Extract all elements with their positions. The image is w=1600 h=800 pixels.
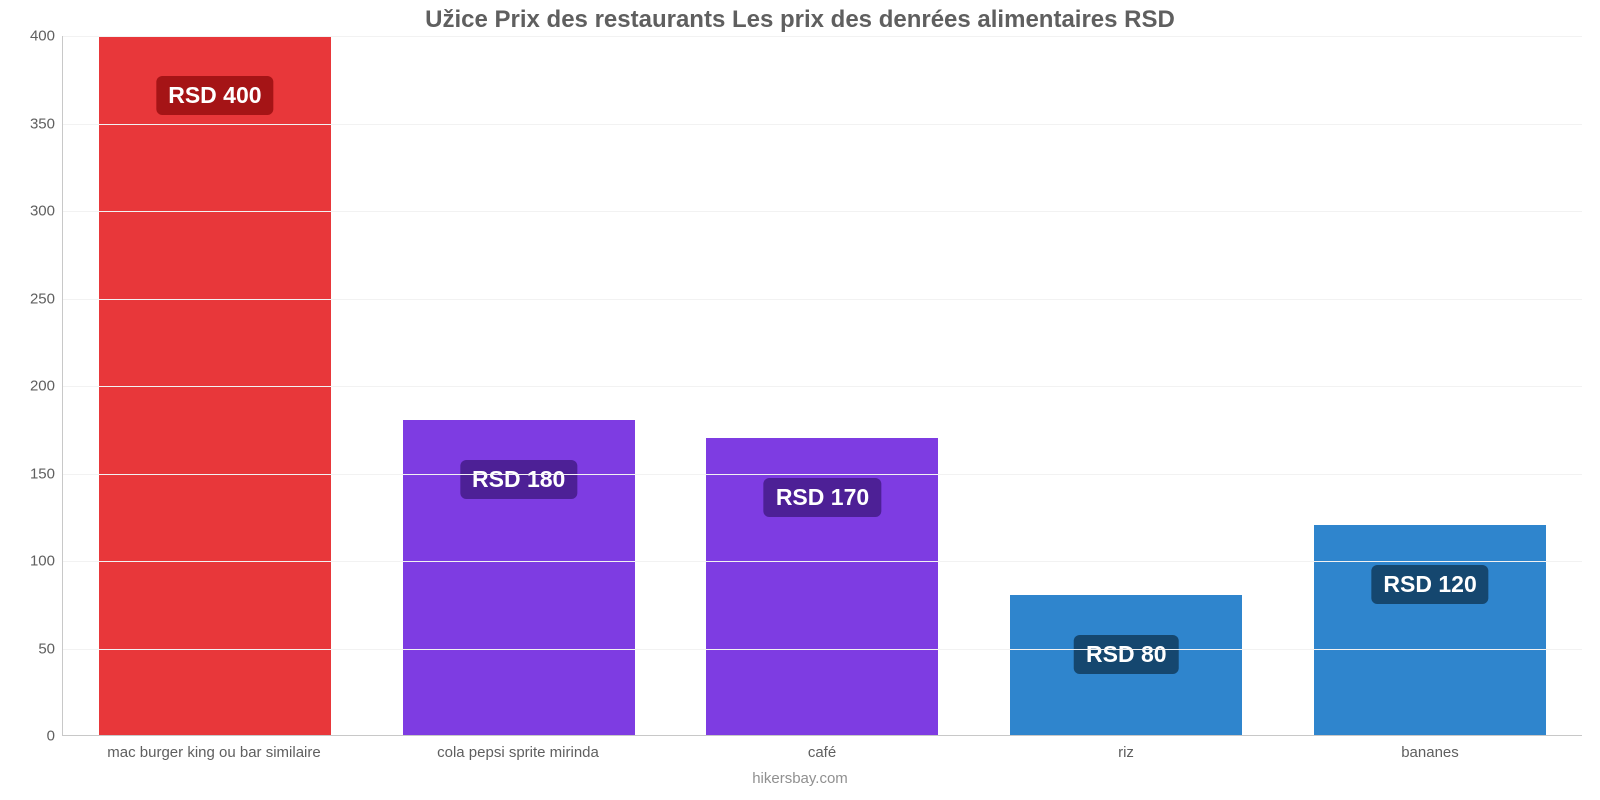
- y-tick-label: 100: [30, 553, 63, 570]
- value-badge: RSD 170: [764, 478, 881, 517]
- chart-title: Užice Prix des restaurants Les prix des …: [0, 0, 1600, 34]
- grid-line: [63, 649, 1582, 650]
- bar: RSD 180: [403, 420, 635, 735]
- y-tick-label: 400: [30, 28, 63, 45]
- grid-line: [63, 124, 1582, 125]
- chart-container: Užice Prix des restaurants Les prix des …: [0, 0, 1600, 800]
- y-tick-label: 50: [38, 640, 63, 657]
- value-badge: RSD 80: [1074, 635, 1179, 674]
- value-badge: RSD 400: [156, 76, 273, 115]
- y-tick-label: 350: [30, 115, 63, 132]
- chart-footer: hikersbay.com: [0, 770, 1600, 787]
- bar: RSD 80: [1010, 595, 1242, 735]
- y-tick-label: 250: [30, 290, 63, 307]
- bar: RSD 120: [1314, 525, 1546, 735]
- plot-area: RSD 400RSD 180RSD 170RSD 80RSD 120 05010…: [62, 36, 1582, 736]
- x-axis-label: cola pepsi sprite mirinda: [366, 744, 670, 761]
- bar: RSD 170: [706, 438, 938, 736]
- y-tick-label: 150: [30, 465, 63, 482]
- y-tick-label: 0: [47, 728, 63, 745]
- x-axis-label: café: [670, 744, 974, 761]
- x-axis-label: bananes: [1278, 744, 1582, 761]
- value-badge: RSD 180: [460, 460, 577, 499]
- y-tick-label: 200: [30, 378, 63, 395]
- grid-line: [63, 299, 1582, 300]
- grid-line: [63, 561, 1582, 562]
- x-axis-labels: mac burger king ou bar similairecola pep…: [62, 744, 1582, 761]
- grid-line: [63, 211, 1582, 212]
- grid-line: [63, 36, 1582, 37]
- value-badge: RSD 120: [1371, 565, 1488, 604]
- grid-line: [63, 474, 1582, 475]
- grid-line: [63, 386, 1582, 387]
- x-axis-label: mac burger king ou bar similaire: [62, 744, 366, 761]
- x-axis-label: riz: [974, 744, 1278, 761]
- y-tick-label: 300: [30, 203, 63, 220]
